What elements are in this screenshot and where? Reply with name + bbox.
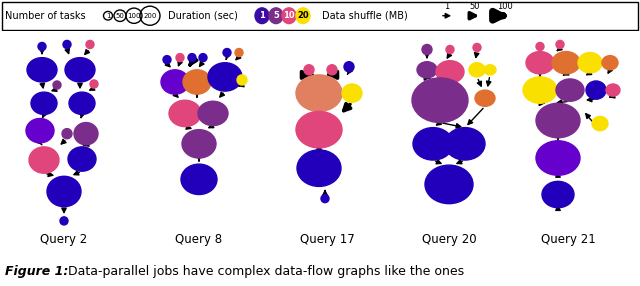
- Ellipse shape: [282, 8, 296, 24]
- Text: Data shuffle (MB): Data shuffle (MB): [322, 11, 408, 21]
- Ellipse shape: [237, 75, 247, 85]
- Ellipse shape: [556, 40, 564, 49]
- Ellipse shape: [412, 78, 468, 122]
- Text: Figure 1:: Figure 1:: [5, 265, 68, 278]
- Ellipse shape: [296, 8, 310, 24]
- Ellipse shape: [606, 84, 620, 96]
- Ellipse shape: [255, 8, 269, 24]
- Ellipse shape: [592, 116, 608, 131]
- Ellipse shape: [473, 43, 481, 51]
- Text: 1: 1: [444, 2, 450, 11]
- Ellipse shape: [62, 129, 72, 139]
- Ellipse shape: [198, 101, 228, 126]
- Ellipse shape: [47, 176, 81, 207]
- Ellipse shape: [536, 42, 544, 51]
- Ellipse shape: [269, 8, 283, 24]
- Ellipse shape: [417, 62, 437, 78]
- Text: 100: 100: [497, 2, 513, 11]
- Text: 50: 50: [116, 13, 124, 19]
- Ellipse shape: [344, 62, 354, 72]
- Ellipse shape: [74, 122, 98, 145]
- Ellipse shape: [188, 53, 196, 62]
- Ellipse shape: [181, 164, 217, 194]
- Text: 20: 20: [297, 11, 309, 20]
- Ellipse shape: [342, 84, 362, 102]
- Ellipse shape: [235, 49, 243, 57]
- Ellipse shape: [26, 118, 54, 143]
- Ellipse shape: [602, 55, 618, 70]
- Text: Number of tasks: Number of tasks: [5, 11, 86, 21]
- Ellipse shape: [556, 79, 584, 101]
- Ellipse shape: [446, 45, 454, 53]
- Ellipse shape: [161, 70, 189, 94]
- Text: Query 21: Query 21: [541, 233, 595, 246]
- Ellipse shape: [296, 75, 342, 111]
- Ellipse shape: [38, 42, 46, 51]
- Text: Query 2: Query 2: [40, 233, 88, 246]
- Ellipse shape: [86, 40, 94, 49]
- Text: 100: 100: [127, 13, 141, 19]
- Ellipse shape: [321, 194, 329, 203]
- Ellipse shape: [183, 70, 211, 94]
- Ellipse shape: [60, 217, 68, 225]
- Ellipse shape: [469, 63, 485, 77]
- Ellipse shape: [436, 61, 464, 83]
- Ellipse shape: [586, 81, 606, 99]
- Ellipse shape: [523, 77, 557, 103]
- Ellipse shape: [31, 92, 57, 114]
- Ellipse shape: [53, 81, 61, 89]
- Ellipse shape: [29, 147, 59, 173]
- Ellipse shape: [199, 53, 207, 62]
- Ellipse shape: [169, 100, 201, 127]
- Ellipse shape: [327, 65, 337, 75]
- Ellipse shape: [536, 141, 580, 175]
- Ellipse shape: [536, 103, 580, 138]
- Ellipse shape: [63, 40, 71, 49]
- Ellipse shape: [208, 63, 242, 91]
- Text: 1: 1: [259, 11, 265, 20]
- Ellipse shape: [163, 55, 171, 64]
- Ellipse shape: [578, 53, 602, 73]
- Text: Duration (sec): Duration (sec): [168, 11, 238, 21]
- Text: Query 8: Query 8: [175, 233, 223, 246]
- Ellipse shape: [445, 128, 485, 160]
- Ellipse shape: [296, 111, 342, 148]
- Ellipse shape: [68, 147, 96, 171]
- Text: 1: 1: [106, 13, 110, 19]
- Ellipse shape: [297, 150, 341, 186]
- Ellipse shape: [69, 92, 95, 114]
- Ellipse shape: [475, 90, 495, 106]
- Ellipse shape: [223, 49, 231, 57]
- Ellipse shape: [304, 65, 314, 75]
- Text: 10: 10: [283, 11, 295, 20]
- Ellipse shape: [484, 65, 496, 75]
- Ellipse shape: [552, 51, 580, 74]
- Ellipse shape: [27, 58, 57, 82]
- Ellipse shape: [526, 51, 554, 74]
- Ellipse shape: [422, 44, 432, 55]
- Text: 200: 200: [143, 13, 157, 19]
- Text: 50: 50: [470, 2, 480, 11]
- Ellipse shape: [542, 181, 574, 208]
- Text: Query 20: Query 20: [422, 233, 476, 246]
- Ellipse shape: [413, 128, 453, 160]
- Text: 5: 5: [273, 11, 279, 20]
- Text: Data-parallel jobs have complex data-flow graphs like the ones: Data-parallel jobs have complex data-flo…: [68, 265, 464, 278]
- Ellipse shape: [65, 58, 95, 82]
- Ellipse shape: [182, 130, 216, 158]
- Ellipse shape: [176, 53, 184, 62]
- FancyBboxPatch shape: [2, 2, 638, 30]
- Ellipse shape: [425, 165, 473, 204]
- Text: Query 17: Query 17: [300, 233, 355, 246]
- Ellipse shape: [90, 80, 98, 88]
